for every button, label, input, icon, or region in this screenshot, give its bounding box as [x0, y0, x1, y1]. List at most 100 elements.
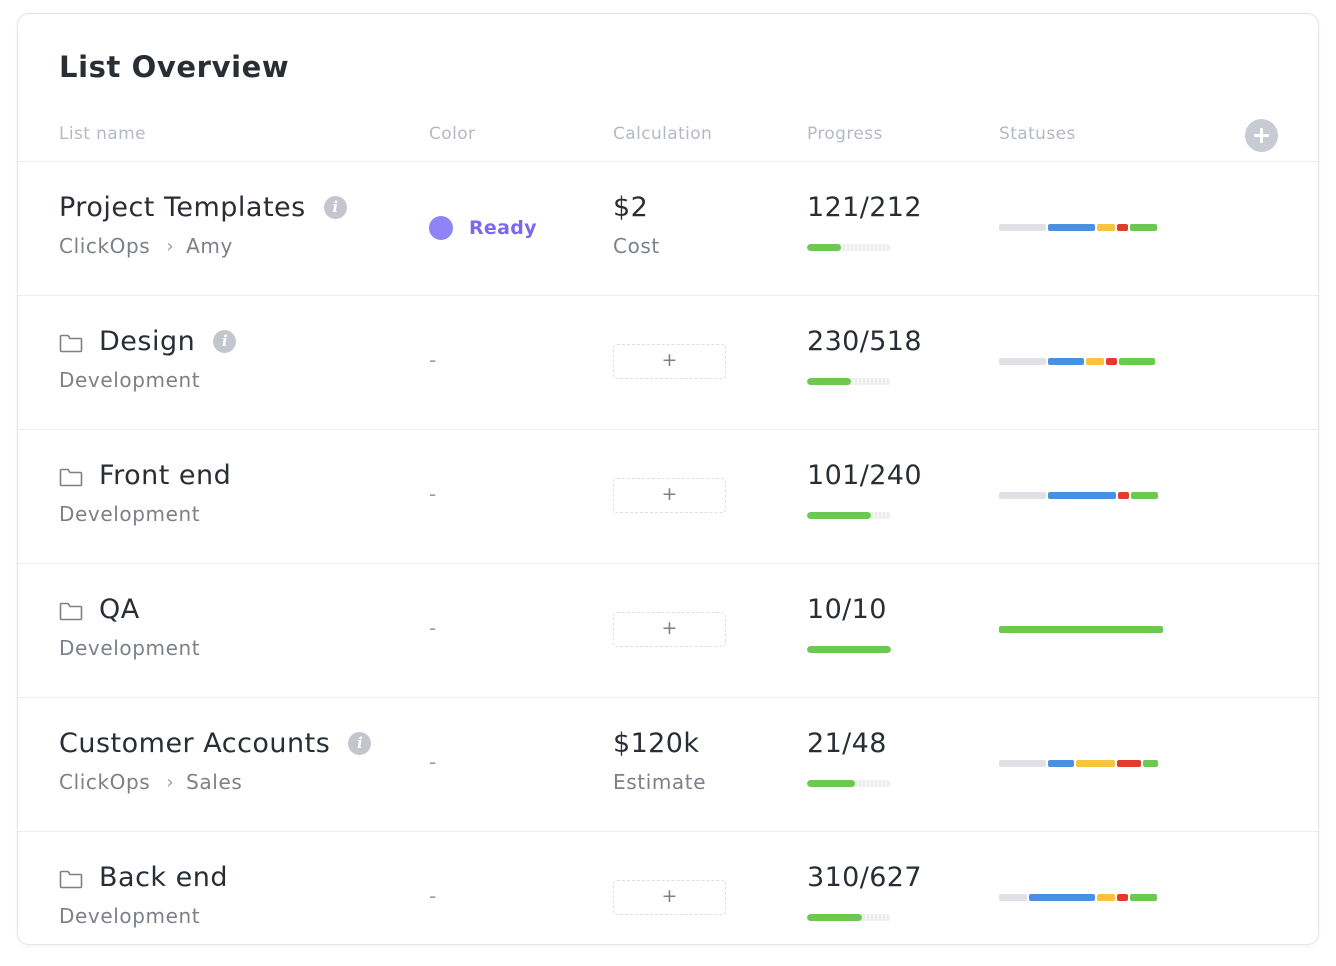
list-name[interactable]: Back end	[99, 862, 228, 893]
list-name[interactable]: Customer Accounts	[59, 728, 331, 759]
table-body: Project Templates i ClickOps › Amy Ready $…	[18, 162, 1318, 944]
breadcrumb: Development	[59, 636, 200, 660]
status-bar[interactable]	[999, 492, 1163, 499]
list-name[interactable]: Design	[99, 326, 196, 357]
breadcrumb: ClickOps › Amy	[59, 234, 233, 258]
chevron-right-icon: ›	[166, 771, 175, 793]
progress-bar	[807, 914, 891, 921]
add-calculation-button[interactable]: +	[613, 478, 726, 513]
folder-icon	[59, 870, 83, 888]
column-header-color[interactable]: Color	[429, 124, 476, 144]
breadcrumb-item[interactable]: Development	[59, 368, 201, 392]
breadcrumb: Development	[59, 502, 200, 526]
progress-value: 121/212	[807, 192, 922, 223]
info-icon[interactable]: i	[348, 732, 372, 755]
progress-fill	[807, 780, 855, 787]
progress-value: 21/48	[807, 728, 887, 759]
status-segment	[1117, 894, 1129, 901]
table-row[interactable]: Front end Development - + 101/240	[18, 430, 1318, 564]
list-name[interactable]: Front end	[99, 460, 232, 491]
progress-value: 230/518	[807, 326, 922, 357]
status-segment	[1119, 358, 1156, 365]
breadcrumb-item[interactable]: Sales	[186, 770, 243, 794]
progress-value: 101/240	[807, 460, 922, 491]
folder-icon	[59, 602, 83, 620]
color-empty[interactable]: -	[429, 750, 437, 774]
breadcrumb-item[interactable]: ClickOps	[59, 234, 151, 258]
breadcrumb-item[interactable]: Development	[59, 636, 201, 660]
table-row[interactable]: Project Templates i ClickOps › Amy Ready $…	[18, 162, 1318, 296]
calculation-value: $120k	[613, 728, 700, 759]
status-segment	[1096, 894, 1116, 901]
breadcrumb: Development	[59, 904, 200, 928]
status-segment	[1118, 492, 1130, 499]
breadcrumb-item[interactable]: Development	[59, 904, 201, 928]
color-empty[interactable]: -	[429, 884, 437, 908]
calculation-label: Estimate	[613, 770, 707, 794]
list-name-cell: QA	[59, 594, 140, 625]
status-segment	[1048, 492, 1117, 499]
status-segment	[1047, 358, 1084, 365]
progress-fill	[807, 378, 851, 385]
add-calculation-button[interactable]: +	[613, 344, 726, 379]
status-segment	[999, 358, 1046, 365]
color-empty[interactable]: -	[429, 482, 437, 506]
color-empty[interactable]: -	[429, 616, 437, 640]
color-empty[interactable]: -	[429, 348, 437, 372]
list-name[interactable]: QA	[99, 594, 140, 625]
info-icon[interactable]: i	[213, 330, 237, 353]
status-segment	[999, 492, 1047, 499]
status-bar[interactable]	[999, 894, 1163, 901]
progress-fill	[807, 244, 841, 251]
status-segment	[1130, 224, 1157, 231]
status-segment	[1131, 492, 1159, 499]
list-overview-card: List Overview List name Color Calculatio…	[17, 13, 1319, 945]
table-row[interactable]: Customer Accounts i ClickOps › Sales - $12…	[18, 698, 1318, 832]
add-column-plus-icon[interactable]	[1245, 119, 1278, 152]
breadcrumb: Development	[59, 368, 200, 392]
status-segment	[1117, 224, 1129, 231]
column-header-statuses[interactable]: Statuses	[999, 124, 1076, 144]
status-bar[interactable]	[999, 626, 1163, 633]
status-bar[interactable]	[999, 224, 1163, 231]
progress-bar	[807, 646, 891, 653]
breadcrumb: ClickOps › Sales	[59, 770, 242, 794]
add-calculation-button[interactable]: +	[613, 612, 726, 647]
list-name-cell: Design i	[59, 326, 237, 357]
column-header-list-name[interactable]: List name	[59, 124, 146, 144]
status-segment	[1106, 358, 1118, 365]
column-header-progress[interactable]: Progress	[807, 124, 883, 144]
progress-bar	[807, 378, 891, 385]
status-segment	[999, 894, 1028, 901]
folder-icon	[59, 468, 83, 486]
table-row[interactable]: QA Development - + 10/10	[18, 564, 1318, 698]
table-row[interactable]: Back end Development - + 310/627	[18, 832, 1318, 944]
progress-value: 10/10	[807, 594, 887, 625]
progress-fill	[807, 512, 871, 519]
column-header-calculation[interactable]: Calculation	[613, 124, 713, 144]
status-bar[interactable]	[999, 760, 1163, 767]
status-segment	[1117, 760, 1141, 767]
color-cell[interactable]: Ready	[429, 216, 537, 240]
page-title: List Overview	[59, 50, 290, 84]
progress-bar	[807, 244, 891, 251]
status-segment	[1085, 358, 1105, 365]
status-segment	[999, 626, 1163, 633]
info-icon[interactable]: i	[323, 196, 347, 219]
status-bar[interactable]	[999, 358, 1163, 365]
breadcrumb-item[interactable]: Development	[59, 502, 201, 526]
table-header: List name Color Calculation Progress Sta…	[18, 118, 1318, 162]
table-row[interactable]: Design i Development - + 230/518	[18, 296, 1318, 430]
list-name-cell: Back end	[59, 862, 228, 893]
status-segment	[1047, 760, 1075, 767]
breadcrumb-item[interactable]: ClickOps	[59, 770, 151, 794]
breadcrumb-item[interactable]: Amy	[186, 234, 233, 258]
status-segment	[999, 760, 1046, 767]
status-segment	[999, 224, 1046, 231]
list-name[interactable]: Project Templates	[59, 192, 306, 223]
status-segment	[1142, 760, 1159, 767]
add-calculation-button[interactable]: +	[613, 880, 726, 915]
progress-fill	[807, 914, 863, 921]
color-dot-icon	[429, 216, 453, 240]
folder-icon	[59, 334, 83, 352]
